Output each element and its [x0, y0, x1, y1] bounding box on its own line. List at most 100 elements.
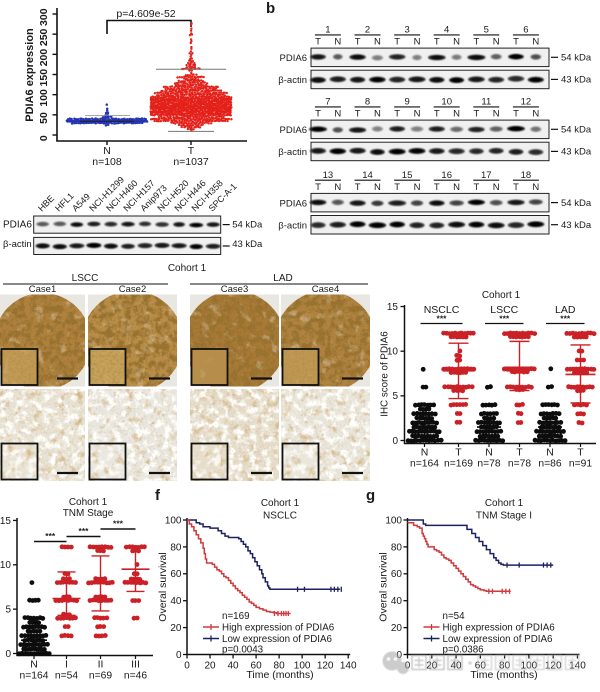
svg-text:High expression of PDIA6: High expression of PDIA6 — [443, 623, 556, 634]
svg-text:NSCLC: NSCLC — [424, 304, 460, 316]
svg-text:T: T — [394, 37, 400, 48]
svg-text:β-actin: β-actin — [278, 147, 307, 158]
svg-text:Overal survival: Overal survival — [378, 552, 390, 621]
svg-text:T: T — [513, 182, 519, 193]
svg-text:Case2: Case2 — [119, 284, 146, 295]
svg-text:N: N — [493, 182, 500, 193]
svg-text:T: T — [473, 37, 479, 48]
svg-text:0: 0 — [5, 649, 11, 660]
svg-text:LSCC: LSCC — [72, 273, 99, 284]
svg-text:Case3: Case3 — [221, 284, 248, 295]
svg-text:***: *** — [499, 314, 510, 324]
svg-text:80: 80 — [391, 542, 403, 553]
svg-text:Overal survival: Overal survival — [157, 552, 169, 621]
svg-text:120: 120 — [545, 661, 562, 672]
svg-text:PDIA6: PDIA6 — [280, 198, 307, 209]
svg-text:T: T — [188, 145, 195, 157]
svg-text:100: 100 — [38, 89, 50, 107]
svg-text:LAD: LAD — [273, 273, 292, 284]
svg-text:40: 40 — [391, 596, 403, 607]
svg-text:LSCC: LSCC — [490, 304, 518, 316]
svg-text:f: f — [155, 487, 161, 504]
svg-text:N: N — [421, 447, 429, 459]
svg-text:N: N — [493, 37, 500, 48]
svg-text:250: 250 — [38, 28, 50, 46]
svg-text:T: T — [455, 447, 462, 459]
svg-text:54 kDa: 54 kDa — [232, 220, 263, 231]
svg-text:n=1037: n=1037 — [173, 156, 208, 168]
svg-text:g: g — [366, 487, 375, 504]
svg-text:T: T — [315, 37, 321, 48]
svg-text:4: 4 — [444, 25, 449, 36]
svg-text:n=46: n=46 — [124, 671, 147, 682]
svg-text:N: N — [546, 447, 554, 459]
svg-text:TNM Stage: TNM Stage — [63, 508, 114, 519]
svg-text:100: 100 — [521, 661, 538, 672]
svg-text:PDIA6: PDIA6 — [280, 53, 307, 64]
svg-text:60: 60 — [251, 661, 263, 672]
svg-text:40: 40 — [450, 661, 462, 672]
svg-text:T: T — [394, 182, 400, 193]
svg-text:Cohort 1: Cohort 1 — [482, 290, 521, 301]
svg-text:T: T — [434, 109, 440, 120]
svg-text:T: T — [513, 37, 519, 48]
svg-text:n=54: n=54 — [443, 611, 466, 622]
svg-text:N: N — [103, 145, 111, 157]
svg-text:***: *** — [437, 314, 448, 324]
svg-text:15: 15 — [402, 170, 413, 181]
svg-text:n=78: n=78 — [477, 459, 500, 470]
svg-text:20: 20 — [204, 661, 216, 672]
svg-text:n=108: n=108 — [92, 156, 122, 168]
svg-text:n=78: n=78 — [508, 459, 531, 470]
svg-text:13: 13 — [323, 170, 334, 181]
svg-text:Time (months): Time (months) — [246, 669, 313, 681]
svg-text:2: 2 — [365, 25, 370, 36]
svg-text:T: T — [473, 182, 479, 193]
svg-text:β-actin: β-actin — [278, 221, 307, 232]
svg-text:N: N — [493, 109, 500, 120]
svg-text:150: 150 — [38, 69, 50, 87]
svg-text:LAD: LAD — [555, 304, 576, 316]
svg-text:18: 18 — [521, 170, 532, 181]
svg-text:20: 20 — [170, 623, 182, 634]
svg-text:T: T — [577, 447, 584, 459]
svg-text:54 kDa: 54 kDa — [561, 198, 592, 209]
svg-text:N: N — [532, 37, 539, 48]
svg-text:Cohort 1: Cohort 1 — [485, 498, 524, 509]
svg-text:N: N — [30, 659, 38, 671]
svg-text:T: T — [394, 109, 400, 120]
svg-text:140: 140 — [569, 661, 586, 672]
svg-text:Low expression of PDIA6: Low expression of PDIA6 — [222, 634, 333, 645]
svg-text:Cohort 1: Cohort 1 — [69, 497, 108, 508]
svg-text:Low expression of PDIA6: Low expression of PDIA6 — [443, 634, 554, 645]
svg-text:100: 100 — [294, 661, 311, 672]
svg-text:10: 10 — [387, 347, 399, 358]
svg-text:54 kDa: 54 kDa — [561, 125, 592, 136]
svg-text:200: 200 — [38, 49, 50, 67]
svg-text:T: T — [355, 109, 361, 120]
svg-text:b: b — [266, 0, 275, 17]
svg-text:High expression of PDIA6: High expression of PDIA6 — [222, 623, 335, 634]
svg-text:p=0.0386: p=0.0386 — [443, 645, 485, 656]
svg-text:***: *** — [560, 314, 571, 324]
svg-text:43 kDa: 43 kDa — [232, 239, 263, 250]
svg-text:β-actin: β-actin — [278, 75, 307, 86]
svg-text:7: 7 — [325, 97, 330, 108]
svg-text:10: 10 — [441, 97, 452, 108]
svg-text:6: 6 — [523, 25, 528, 36]
svg-text:PDIA6: PDIA6 — [280, 125, 307, 136]
svg-text:100: 100 — [165, 515, 182, 526]
svg-text:N: N — [414, 37, 421, 48]
svg-text:0: 0 — [392, 436, 398, 447]
svg-text:0: 0 — [176, 650, 182, 661]
svg-text:N: N — [334, 182, 341, 193]
svg-text:N: N — [453, 182, 460, 193]
svg-text:120: 120 — [317, 661, 334, 672]
svg-text:T: T — [516, 447, 523, 459]
svg-text:Cohort 1: Cohort 1 — [168, 263, 207, 274]
svg-text:N: N — [453, 109, 460, 120]
svg-text:54 kDa: 54 kDa — [561, 53, 592, 64]
svg-text:Case4: Case4 — [312, 284, 339, 295]
svg-text:N: N — [374, 37, 381, 48]
svg-text:8: 8 — [365, 97, 370, 108]
